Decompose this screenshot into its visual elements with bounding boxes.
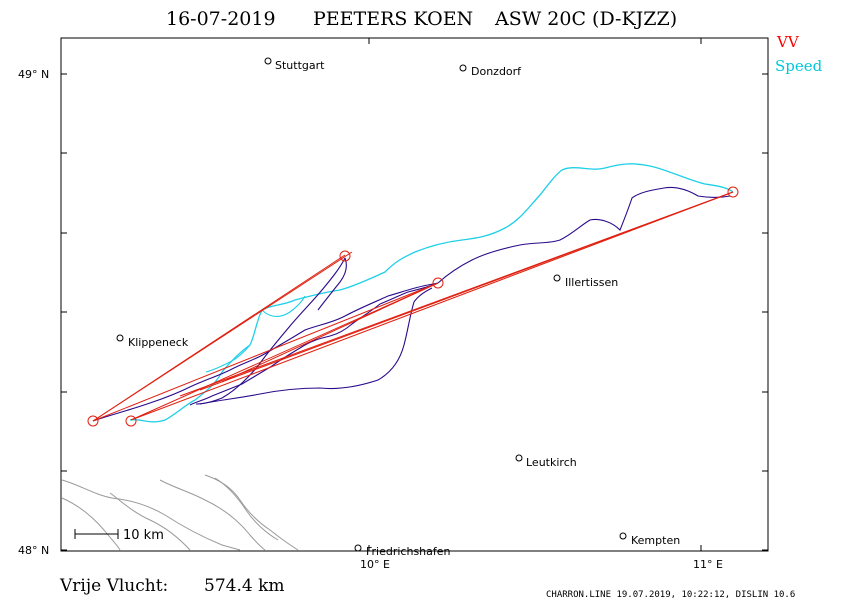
place-label-kempten: Kempten <box>631 534 680 547</box>
pilot-name: PEETERS KOEN <box>313 8 473 30</box>
scale-bar-label: 10 km <box>123 528 164 543</box>
flight-track-north <box>437 186 731 284</box>
place-label-stuttgart: Stuttgart <box>275 59 325 72</box>
place-markers <box>116 57 627 552</box>
distance-label: Vrije Vlucht: <box>59 576 168 596</box>
terrain-contours <box>61 474 299 551</box>
turnpoint-markers <box>87 186 739 427</box>
flight-date: 16-07-2019 <box>166 8 276 30</box>
place-label-leutkirch: Leutkirch <box>526 456 577 469</box>
flight-track-loop <box>195 257 347 405</box>
place-label-donzdorf: Donzdorf <box>471 65 522 78</box>
flight-track-south <box>199 287 433 405</box>
speed-trace <box>129 163 734 423</box>
axis-ticks <box>61 38 768 551</box>
legend-speed: Speed <box>775 57 823 75</box>
map-frame <box>60 37 769 552</box>
lat-label-49: 49° N <box>18 68 49 81</box>
task-legs <box>92 191 734 422</box>
place-label-friedrichshafen: Friedrichshafen <box>366 545 451 558</box>
place-label-illertissen: Illertissen <box>565 276 618 289</box>
place-label-klippeneck: Klippeneck <box>128 336 189 349</box>
distance-value: 574.4 km <box>204 576 285 596</box>
scale-bar <box>74 529 119 539</box>
credits-line: CHARRON.LINE 19.07.2019, 10:22:12, DISLI… <box>546 590 795 600</box>
lon-label-10: 10° E <box>360 558 390 571</box>
glider-id: ASW 20C (D-KJZZ) <box>494 8 677 30</box>
legend-vv: VV <box>776 33 800 51</box>
speed-trace-branch <box>205 295 306 373</box>
lon-label-11: 11° E <box>693 558 723 571</box>
lat-label-48: 48° N <box>18 544 49 557</box>
